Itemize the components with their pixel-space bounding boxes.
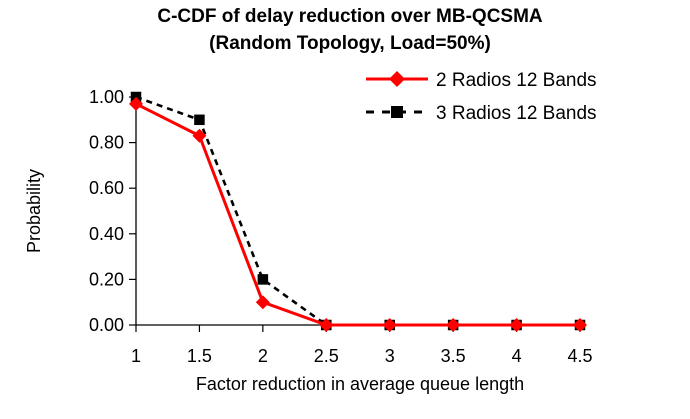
chart-title: C-CDF of delay reduction over MB-QCSMA — [157, 6, 543, 27]
diamond-marker — [389, 71, 405, 87]
diamond-marker — [129, 96, 143, 111]
legend: 2 Radios 12 Bands 3 Radios 12 Bands — [366, 70, 597, 124]
series-line — [135, 95, 580, 327]
legend-label: 3 Radios 12 Bands — [436, 103, 597, 124]
x-tick-label: 2 — [258, 346, 268, 366]
y-tick-label: 0.60 — [89, 178, 124, 198]
square-marker — [194, 114, 205, 126]
diamond-marker — [509, 318, 524, 332]
y-tick-label: 0.00 — [89, 315, 124, 335]
x-tick-label: 3.5 — [441, 346, 466, 366]
y-tick-label: 0.80 — [89, 133, 124, 153]
y-tick-label: 1.00 — [89, 87, 124, 107]
diamond-marker — [255, 295, 270, 310]
y-tick-label: 0.40 — [89, 224, 124, 244]
x-tick-label: 4 — [512, 346, 522, 366]
legend-item: 3 Radios 12 Bands — [366, 103, 597, 124]
diamond-marker — [573, 318, 587, 332]
square-marker — [391, 106, 403, 118]
x-tick-label: 1 — [131, 346, 141, 366]
y-tick-label: 0.20 — [89, 269, 124, 289]
y-axis-label: Probability — [24, 169, 44, 253]
x-tick-label: 3 — [385, 346, 395, 366]
diamond-marker — [446, 318, 461, 332]
legend-label: 2 Radios 12 Bands — [436, 70, 597, 91]
series-1 — [129, 96, 587, 332]
series-line — [135, 102, 580, 327]
x-axis-label: Factor reduction in average queue length — [196, 374, 524, 394]
chart-subtitle: (Random Topology, Load=50%) — [209, 33, 491, 54]
legend-item: 2 Radios 12 Bands — [366, 70, 597, 91]
x-tick-label: 2.5 — [314, 346, 339, 366]
diamond-marker — [319, 318, 334, 332]
series-layer — [129, 91, 587, 332]
square-marker — [257, 274, 269, 285]
y-ticks: 0.00 0.20 0.40 0.60 0.80 1.00 — [89, 87, 136, 335]
x-tick-label: 1.5 — [187, 346, 212, 366]
series-2 — [130, 91, 586, 331]
diamond-marker — [382, 318, 397, 332]
x-tick-label: 4.5 — [567, 346, 592, 366]
diamond-marker — [192, 128, 207, 143]
x-ticks: 1 1.5 2 2.5 3 3.5 4 4.5 — [131, 325, 593, 366]
